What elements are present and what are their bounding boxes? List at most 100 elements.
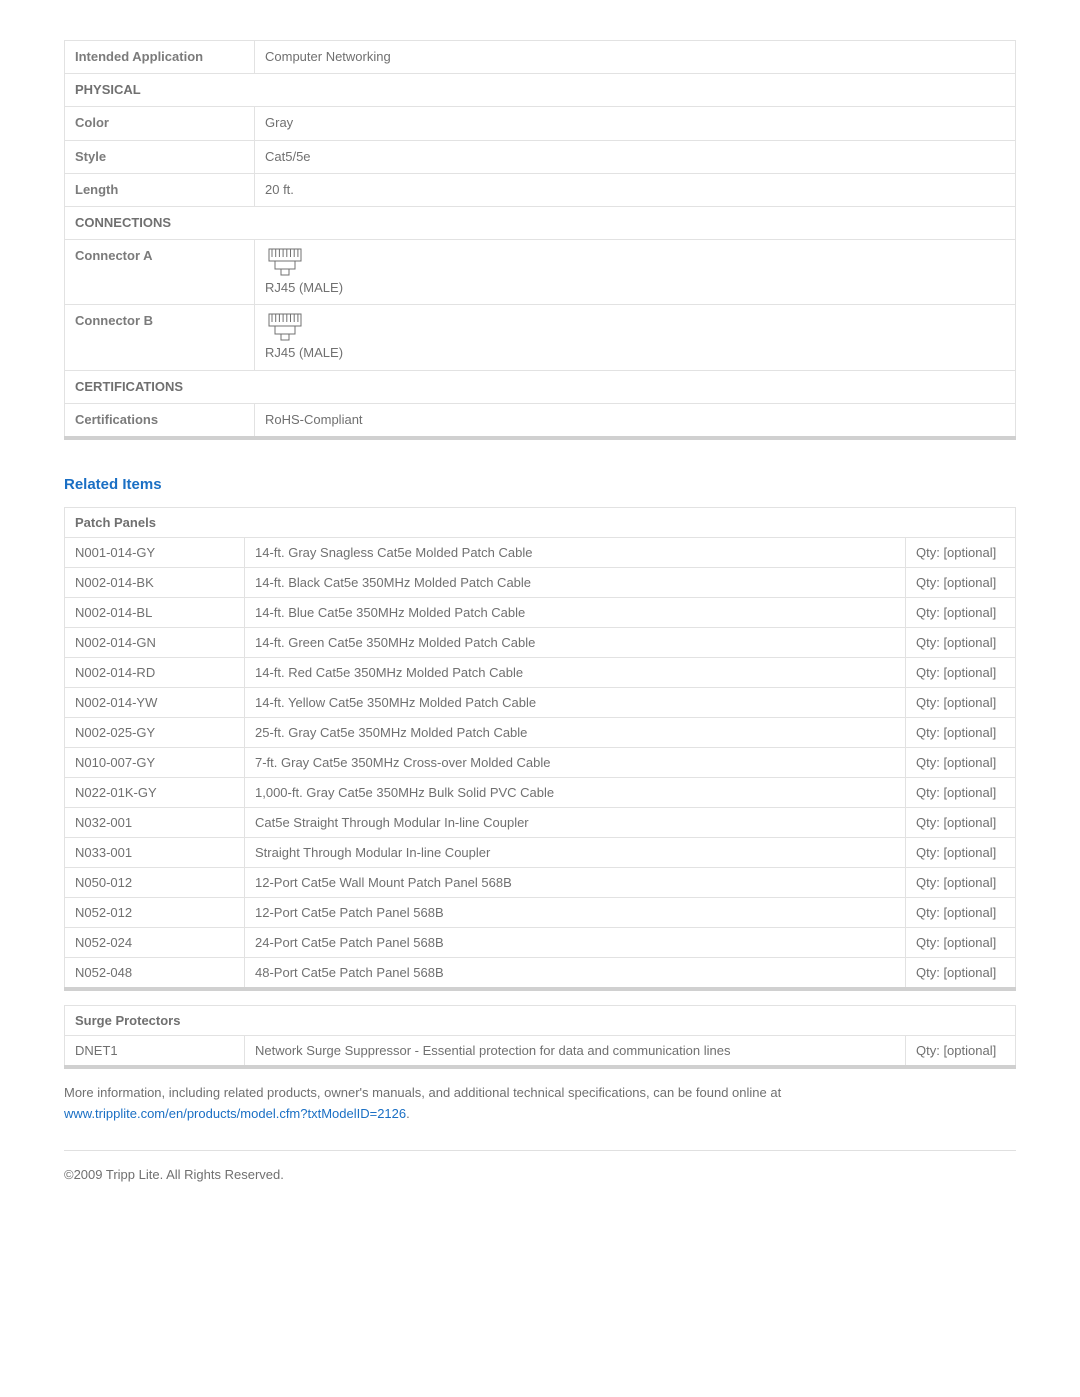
table-row: N010-007-GY7-ft. Gray Cat5e 350MHz Cross…: [65, 747, 1016, 777]
related-sku: DNET1: [65, 1035, 245, 1067]
more-info-prefix: More information, including related prod…: [64, 1085, 781, 1100]
related-sku: N022-01K-GY: [65, 777, 245, 807]
related-table: Patch PanelsN001-014-GY14-ft. Gray Snagl…: [64, 507, 1016, 991]
related-desc: 14-ft. Green Cat5e 350MHz Molded Patch C…: [245, 627, 906, 657]
spec-value: Computer Networking: [255, 41, 1016, 74]
table-row: N002-014-RD14-ft. Red Cat5e 350MHz Molde…: [65, 657, 1016, 687]
spec-label: Connector A: [65, 240, 255, 305]
table-row: N052-04848-Port Cat5e Patch Panel 568BQt…: [65, 957, 1016, 989]
spec-value: RJ45 (MALE): [255, 240, 1016, 305]
separator: [64, 1150, 1016, 1151]
related-sku: N010-007-GY: [65, 747, 245, 777]
table-row: StyleCat5/5e: [65, 140, 1016, 173]
table-row: N002-014-BK14-ft. Black Cat5e 350MHz Mol…: [65, 567, 1016, 597]
table-row: N022-01K-GY1,000-ft. Gray Cat5e 350MHz B…: [65, 777, 1016, 807]
related-sku: N052-012: [65, 897, 245, 927]
related-sku: N032-001: [65, 807, 245, 837]
spec-label: Intended Application: [65, 41, 255, 74]
related-desc: 1,000-ft. Gray Cat5e 350MHz Bulk Solid P…: [245, 777, 906, 807]
table-row: Connector B RJ45 (MALE): [65, 305, 1016, 370]
related-desc: 14-ft. Yellow Cat5e 350MHz Molded Patch …: [245, 687, 906, 717]
table-row: N052-01212-Port Cat5e Patch Panel 568BQt…: [65, 897, 1016, 927]
table-row: CertificationsRoHS-Compliant: [65, 403, 1016, 438]
connector-label: RJ45 (MALE): [265, 279, 343, 297]
table-row: CERTIFICATIONS: [65, 370, 1016, 403]
table-row: N002-025-GY25-ft. Gray Cat5e 350MHz Mold…: [65, 717, 1016, 747]
table-row: Patch Panels: [65, 507, 1016, 537]
spec-value: Gray: [255, 107, 1016, 140]
related-sku: N050-012: [65, 867, 245, 897]
related-qty: Qty: [optional]: [906, 957, 1016, 989]
related-sku: N002-014-RD: [65, 657, 245, 687]
table-row: N001-014-GY14-ft. Gray Snagless Cat5e Mo…: [65, 537, 1016, 567]
more-info-text: More information, including related prod…: [64, 1083, 1016, 1125]
table-row: Intended ApplicationComputer Networking: [65, 41, 1016, 74]
related-qty: Qty: [optional]: [906, 747, 1016, 777]
table-row: N050-01212-Port Cat5e Wall Mount Patch P…: [65, 867, 1016, 897]
related-sku: N002-014-GN: [65, 627, 245, 657]
rj45-connector: RJ45 (MALE): [265, 247, 1005, 297]
related-desc: 25-ft. Gray Cat5e 350MHz Molded Patch Ca…: [245, 717, 906, 747]
table-row: N032-001Cat5e Straight Through Modular I…: [65, 807, 1016, 837]
spec-value: RoHS-Compliant: [255, 403, 1016, 438]
related-qty: Qty: [optional]: [906, 597, 1016, 627]
related-desc: 14-ft. Black Cat5e 350MHz Molded Patch C…: [245, 567, 906, 597]
section-header: CERTIFICATIONS: [65, 370, 1016, 403]
spec-value: RJ45 (MALE): [255, 305, 1016, 370]
related-sku: N033-001: [65, 837, 245, 867]
rj45-icon: [265, 312, 305, 342]
table-row: N033-001Straight Through Modular In-line…: [65, 837, 1016, 867]
related-qty: Qty: [optional]: [906, 897, 1016, 927]
related-desc: 14-ft. Gray Snagless Cat5e Molded Patch …: [245, 537, 906, 567]
related-sku: N002-014-BK: [65, 567, 245, 597]
related-qty: Qty: [optional]: [906, 807, 1016, 837]
related-sku: N052-024: [65, 927, 245, 957]
related-qty: Qty: [optional]: [906, 537, 1016, 567]
related-qty: Qty: [optional]: [906, 777, 1016, 807]
rj45-icon: [265, 247, 305, 277]
copyright: ©2009 Tripp Lite. All Rights Reserved.: [64, 1167, 1016, 1182]
related-sku: N052-048: [65, 957, 245, 989]
spec-value: 20 ft.: [255, 173, 1016, 206]
table-row: Connector A RJ45 (MALE): [65, 240, 1016, 305]
related-qty: Qty: [optional]: [906, 1035, 1016, 1067]
page: Intended ApplicationComputer NetworkingP…: [0, 0, 1080, 1242]
related-desc: Cat5e Straight Through Modular In-line C…: [245, 807, 906, 837]
related-qty: Qty: [optional]: [906, 927, 1016, 957]
specs-table: Intended ApplicationComputer NetworkingP…: [64, 40, 1016, 440]
related-qty: Qty: [optional]: [906, 837, 1016, 867]
related-qty: Qty: [optional]: [906, 687, 1016, 717]
section-header: PHYSICAL: [65, 74, 1016, 107]
table-row: N002-014-YW14-ft. Yellow Cat5e 350MHz Mo…: [65, 687, 1016, 717]
spec-label: Color: [65, 107, 255, 140]
table-row: N052-02424-Port Cat5e Patch Panel 568BQt…: [65, 927, 1016, 957]
table-row: PHYSICAL: [65, 74, 1016, 107]
table-row: CONNECTIONS: [65, 206, 1016, 239]
table-row: Length20 ft.: [65, 173, 1016, 206]
related-desc: 12-Port Cat5e Patch Panel 568B: [245, 897, 906, 927]
spec-label: Connector B: [65, 305, 255, 370]
related-category-header: Surge Protectors: [65, 1005, 1016, 1035]
related-desc: 14-ft. Red Cat5e 350MHz Molded Patch Cab…: [245, 657, 906, 687]
related-desc: 7-ft. Gray Cat5e 350MHz Cross-over Molde…: [245, 747, 906, 777]
related-table: Surge ProtectorsDNET1Network Surge Suppr…: [64, 1005, 1016, 1069]
related-qty: Qty: [optional]: [906, 657, 1016, 687]
related-sku: N002-014-BL: [65, 597, 245, 627]
related-sku: N001-014-GY: [65, 537, 245, 567]
related-sku: N002-014-YW: [65, 687, 245, 717]
table-row: N002-014-BL14-ft. Blue Cat5e 350MHz Mold…: [65, 597, 1016, 627]
table-row: N002-014-GN14-ft. Green Cat5e 350MHz Mol…: [65, 627, 1016, 657]
related-desc: Network Surge Suppressor - Essential pro…: [245, 1035, 906, 1067]
related-qty: Qty: [optional]: [906, 717, 1016, 747]
rj45-connector: RJ45 (MALE): [265, 312, 1005, 362]
spec-value: Cat5/5e: [255, 140, 1016, 173]
related-qty: Qty: [optional]: [906, 867, 1016, 897]
related-desc: 48-Port Cat5e Patch Panel 568B: [245, 957, 906, 989]
related-qty: Qty: [optional]: [906, 567, 1016, 597]
related-qty: Qty: [optional]: [906, 627, 1016, 657]
table-row: Surge Protectors: [65, 1005, 1016, 1035]
more-info-suffix: .: [406, 1106, 410, 1121]
more-info-link[interactable]: www.tripplite.com/en/products/model.cfm?…: [64, 1106, 406, 1121]
related-desc: 14-ft. Blue Cat5e 350MHz Molded Patch Ca…: [245, 597, 906, 627]
related-desc: Straight Through Modular In-line Coupler: [245, 837, 906, 867]
